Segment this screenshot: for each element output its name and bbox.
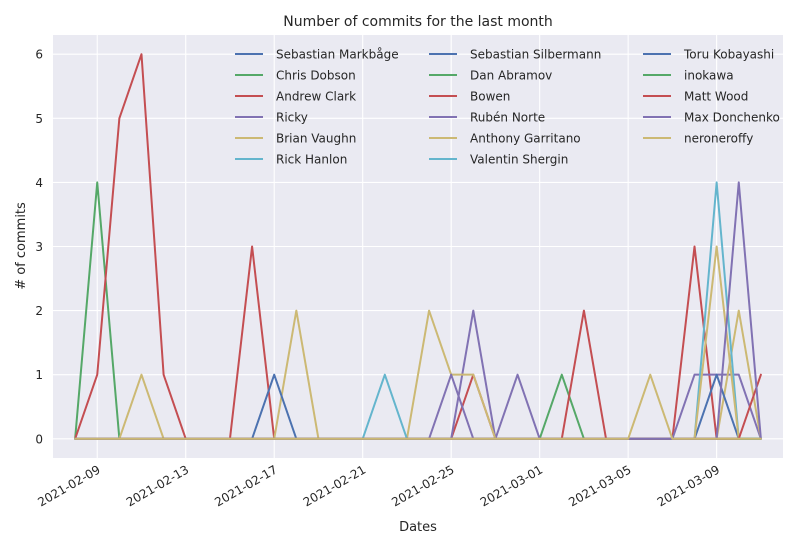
legend-label: Rubén Norte <box>470 111 545 125</box>
legend-label: Max Donchenko <box>684 111 780 125</box>
y-tick-labels: 0 1 2 3 4 5 6 <box>35 48 43 447</box>
legend-label: Sebastian Silbermann <box>470 48 601 62</box>
legend-label: Rick Hanlon <box>276 153 347 167</box>
legend-label: Andrew Clark <box>276 90 356 104</box>
y-axis-label: # of commits <box>14 202 29 290</box>
y-tick-label: 0 <box>35 432 43 446</box>
x-axis-label: Dates <box>399 520 437 535</box>
legend-label: neroneroffy <box>684 132 753 146</box>
y-tick-label: 2 <box>35 304 43 318</box>
legend-label: Matt Wood <box>684 90 748 104</box>
y-tick-label: 5 <box>35 112 43 126</box>
y-tick-label: 3 <box>35 240 43 254</box>
y-tick-label: 4 <box>35 176 43 190</box>
series-line <box>74 373 762 440</box>
legend-label: Brian Vaughn <box>276 132 356 146</box>
legend-label: Valentin Shergin <box>470 153 568 167</box>
legend-label: Toru Kobayashi <box>683 48 774 62</box>
series-lines <box>74 53 762 440</box>
legend-label: Chris Dobson <box>276 69 356 83</box>
y-tick-label: 6 <box>35 48 43 62</box>
legend-label: Sebastian Markbåge <box>276 48 399 62</box>
legend-label: Dan Abramov <box>470 69 552 83</box>
legend: Sebastian Markbåge Chris Dobson Andrew Cla… <box>235 48 780 167</box>
legend-label: Anthony Garritano <box>470 132 581 146</box>
legend-label: Bowen <box>470 90 510 104</box>
y-tick-label: 1 <box>35 368 43 382</box>
legend-label: inokawa <box>684 69 734 83</box>
legend-label: Ricky <box>276 111 308 125</box>
chart-title: Number of commits for the last month <box>283 14 553 30</box>
